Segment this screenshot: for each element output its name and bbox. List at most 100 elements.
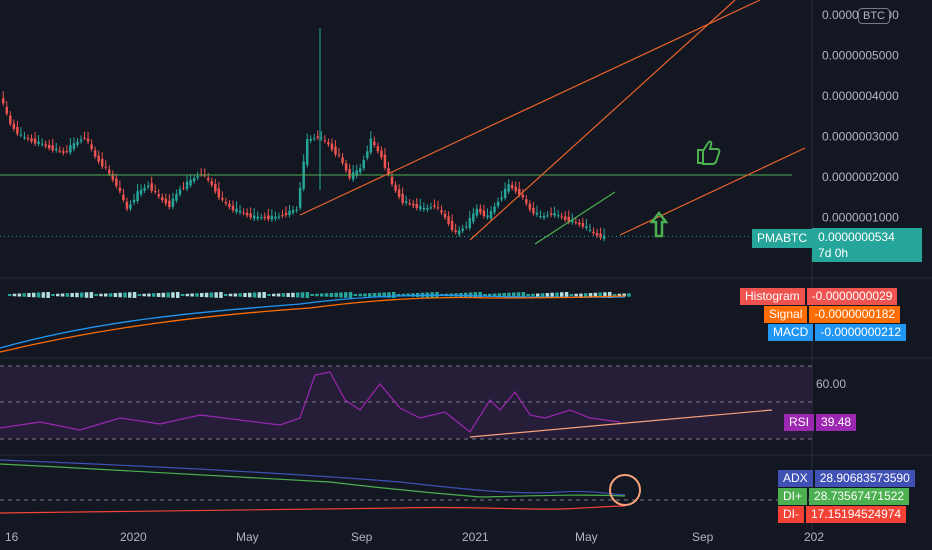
histogram-bar	[372, 293, 377, 297]
histogram-bar	[276, 293, 281, 297]
candle-body	[563, 216, 567, 220]
candle-body	[288, 210, 291, 215]
trendline	[469, 0, 736, 241]
macd-pane	[0, 292, 631, 353]
candle-body	[440, 210, 443, 213]
candle-body	[44, 144, 47, 147]
histogram-bar	[123, 292, 127, 298]
trendline	[534, 191, 616, 245]
histogram-bar	[80, 292, 84, 298]
histogram-bar	[233, 293, 238, 297]
histogram-bar	[94, 294, 98, 296]
candle-body	[136, 191, 139, 202]
histogram-bar	[545, 293, 550, 297]
histogram-bar	[243, 293, 247, 297]
candle-body	[595, 233, 599, 236]
histogram-bar	[300, 292, 305, 298]
candle-body	[369, 138, 373, 153]
histogram-bar	[488, 293, 492, 297]
candle-body	[305, 139, 309, 166]
adx-tag: ADX 28.90683573590	[778, 470, 915, 487]
candle-body	[178, 189, 182, 195]
histogram-bar	[334, 292, 338, 298]
candle-body	[295, 209, 298, 211]
histogram-bar	[219, 292, 223, 298]
candle-body	[168, 200, 171, 208]
histogram-bar	[363, 293, 367, 297]
histogram-bar	[368, 293, 372, 297]
histogram-bar	[204, 292, 209, 298]
macd-label: MACD	[768, 324, 814, 341]
candle-body	[185, 181, 189, 189]
candle-body	[196, 176, 199, 178]
candle-body	[454, 230, 457, 233]
candle-body	[83, 137, 86, 139]
candle-body	[79, 139, 83, 142]
histogram-bar	[8, 294, 12, 296]
candle-body	[482, 210, 486, 217]
histogram-bar	[564, 292, 569, 298]
candle-body	[479, 208, 482, 213]
time-tick-label: Sep	[351, 530, 373, 544]
candle-body	[383, 154, 387, 168]
histogram-bar	[406, 293, 410, 297]
candle-body	[443, 213, 447, 218]
candle-body	[542, 215, 546, 218]
histogram-bar	[531, 293, 535, 297]
rsi-tag: RSI 39.48	[784, 414, 857, 431]
candle-body	[433, 205, 436, 207]
histogram-bar	[526, 294, 530, 296]
histogram-bar	[358, 293, 362, 297]
candle-body	[412, 203, 415, 206]
candle-body	[270, 215, 274, 220]
candle-body	[571, 219, 574, 223]
currency-badge[interactable]: BTC	[858, 8, 890, 24]
histogram-bar	[27, 293, 31, 297]
candle-body	[496, 201, 500, 207]
candle-body	[546, 215, 549, 217]
macd-signal-tag: Signal -0.0000000182	[764, 306, 901, 323]
histogram-bar	[593, 292, 598, 298]
candle-body	[274, 216, 277, 219]
candle-body	[585, 226, 588, 229]
histogram-bar	[401, 293, 406, 297]
candle-body	[65, 151, 69, 153]
candle-body	[549, 213, 553, 215]
candle-body	[503, 188, 507, 198]
candle-body	[337, 154, 341, 156]
candle-body	[97, 155, 100, 162]
di-minus-tag: DI- 17.15194524974	[778, 506, 907, 523]
candle-body	[231, 205, 235, 211]
candle-body	[210, 181, 214, 185]
candle-body	[118, 187, 122, 192]
histogram-bar	[344, 292, 348, 298]
histogram-bar	[382, 292, 386, 298]
candle-body	[358, 168, 362, 173]
histogram-bar	[550, 292, 554, 298]
histogram-bar	[142, 293, 146, 297]
histogram-bar	[180, 294, 185, 296]
candle-body	[436, 207, 440, 209]
candle-body	[355, 170, 358, 176]
candle-body	[182, 187, 185, 189]
candle-body	[217, 188, 221, 198]
candle-body	[2, 98, 5, 104]
candle-body	[309, 139, 312, 141]
candle-body	[489, 211, 493, 219]
rsi-trendline	[469, 409, 773, 438]
histogram-bar	[622, 293, 626, 297]
histogram-bar	[12, 293, 17, 297]
candle-body	[330, 143, 334, 150]
candle-body	[207, 178, 210, 181]
candle-body	[72, 143, 76, 149]
candle-body	[157, 194, 160, 197]
histogram-bar	[348, 292, 353, 298]
histogram-bar	[224, 294, 228, 296]
histogram-bar	[512, 292, 516, 298]
histogram-bar	[507, 292, 511, 298]
histogram-bar	[252, 292, 257, 298]
candle-body	[341, 157, 344, 163]
rsi-axis-label: 60.00	[816, 377, 847, 391]
histogram-bar	[171, 292, 175, 298]
